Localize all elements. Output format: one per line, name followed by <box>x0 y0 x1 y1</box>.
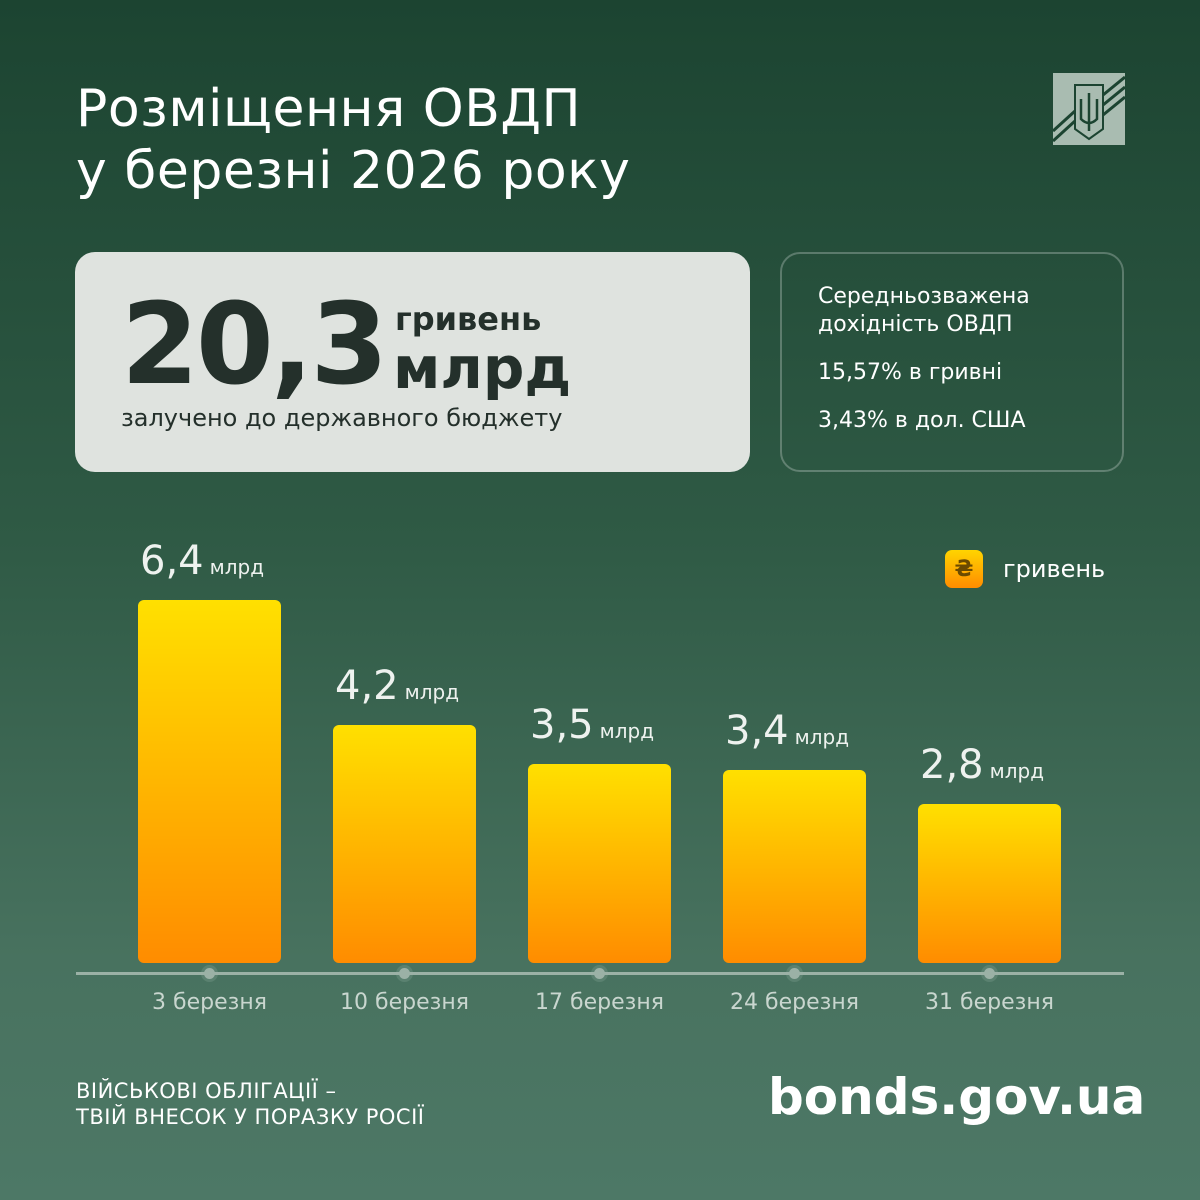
title-line-2: у березні 2026 року <box>76 141 631 201</box>
value-number: 3,4 <box>725 708 789 755</box>
x-tick-label: 3 березня <box>152 990 267 1015</box>
value-number: 2,8 <box>920 742 984 789</box>
bar-value-label: 3,4 млрд <box>725 708 849 754</box>
bar <box>333 724 476 963</box>
value-unit: млрд <box>599 719 655 744</box>
bar <box>723 770 866 963</box>
value-unit: млрд <box>404 679 460 704</box>
bar-value-label: 6,4 млрд <box>140 538 264 584</box>
yield-uah: 15,57% в гривні <box>818 360 1003 385</box>
x-tick-label: 24 березня <box>730 990 859 1015</box>
total-caption: залучено до державного бюджету <box>121 404 563 432</box>
bar-value-label: 4,2 млрд <box>335 663 459 709</box>
x-tick-label: 10 березня <box>340 990 469 1015</box>
page-title: Розміщення ОВДП у березні 2026 року <box>76 78 630 202</box>
currency-label: гривень <box>395 300 542 338</box>
yield-usd: 3,43% в дол. США <box>818 408 1026 433</box>
website-link[interactable]: bonds.gov.ua <box>768 1068 1146 1126</box>
x-tick-label: 31 березня <box>925 990 1054 1015</box>
value-unit: млрд <box>989 759 1045 784</box>
bar-value-label: 2,8 млрд <box>920 742 1044 788</box>
billion-label: млрд <box>393 334 572 402</box>
slogan-line-1: ВІЙСЬКОВІ ОБЛІГАЦІЇ – <box>76 1079 337 1103</box>
coat-of-arms-logo <box>1051 73 1126 145</box>
hryvnia-icon: ₴ <box>945 550 983 588</box>
slogan: ВІЙСЬКОВІ ОБЛІГАЦІЇ – ТВІЙ ВНЕСОК У ПОРА… <box>76 1078 424 1130</box>
x-axis <box>76 972 1124 975</box>
chart-legend: ₴ гривень <box>945 550 1105 588</box>
bar <box>918 804 1061 963</box>
value-number: 3,5 <box>530 702 594 749</box>
yield-card: Середньозважена дохідність ОВДП 15,57% в… <box>780 252 1124 472</box>
value-number: 6,4 <box>140 538 204 584</box>
yield-heading-1: Середньозважена <box>818 284 1030 309</box>
value-unit: млрд <box>209 555 265 579</box>
total-amount: 20,3 <box>121 280 388 410</box>
yield-heading-2: дохідність ОВДП <box>818 312 1013 337</box>
title-line-1: Розміщення ОВДП <box>76 79 582 139</box>
bar <box>528 764 671 963</box>
bar-value-label: 3,5 млрд <box>530 702 654 748</box>
bar <box>138 600 281 963</box>
value-number: 4,2 <box>335 662 399 709</box>
legend-label: гривень <box>1003 555 1106 583</box>
value-unit: млрд <box>794 725 850 750</box>
slogan-line-2: ТВІЙ ВНЕСОК У ПОРАЗКУ РОСІЇ <box>76 1105 425 1129</box>
total-amount-card: 20,3 гривень млрд залучено до державного… <box>75 252 750 472</box>
x-tick-label: 17 березня <box>535 990 664 1015</box>
